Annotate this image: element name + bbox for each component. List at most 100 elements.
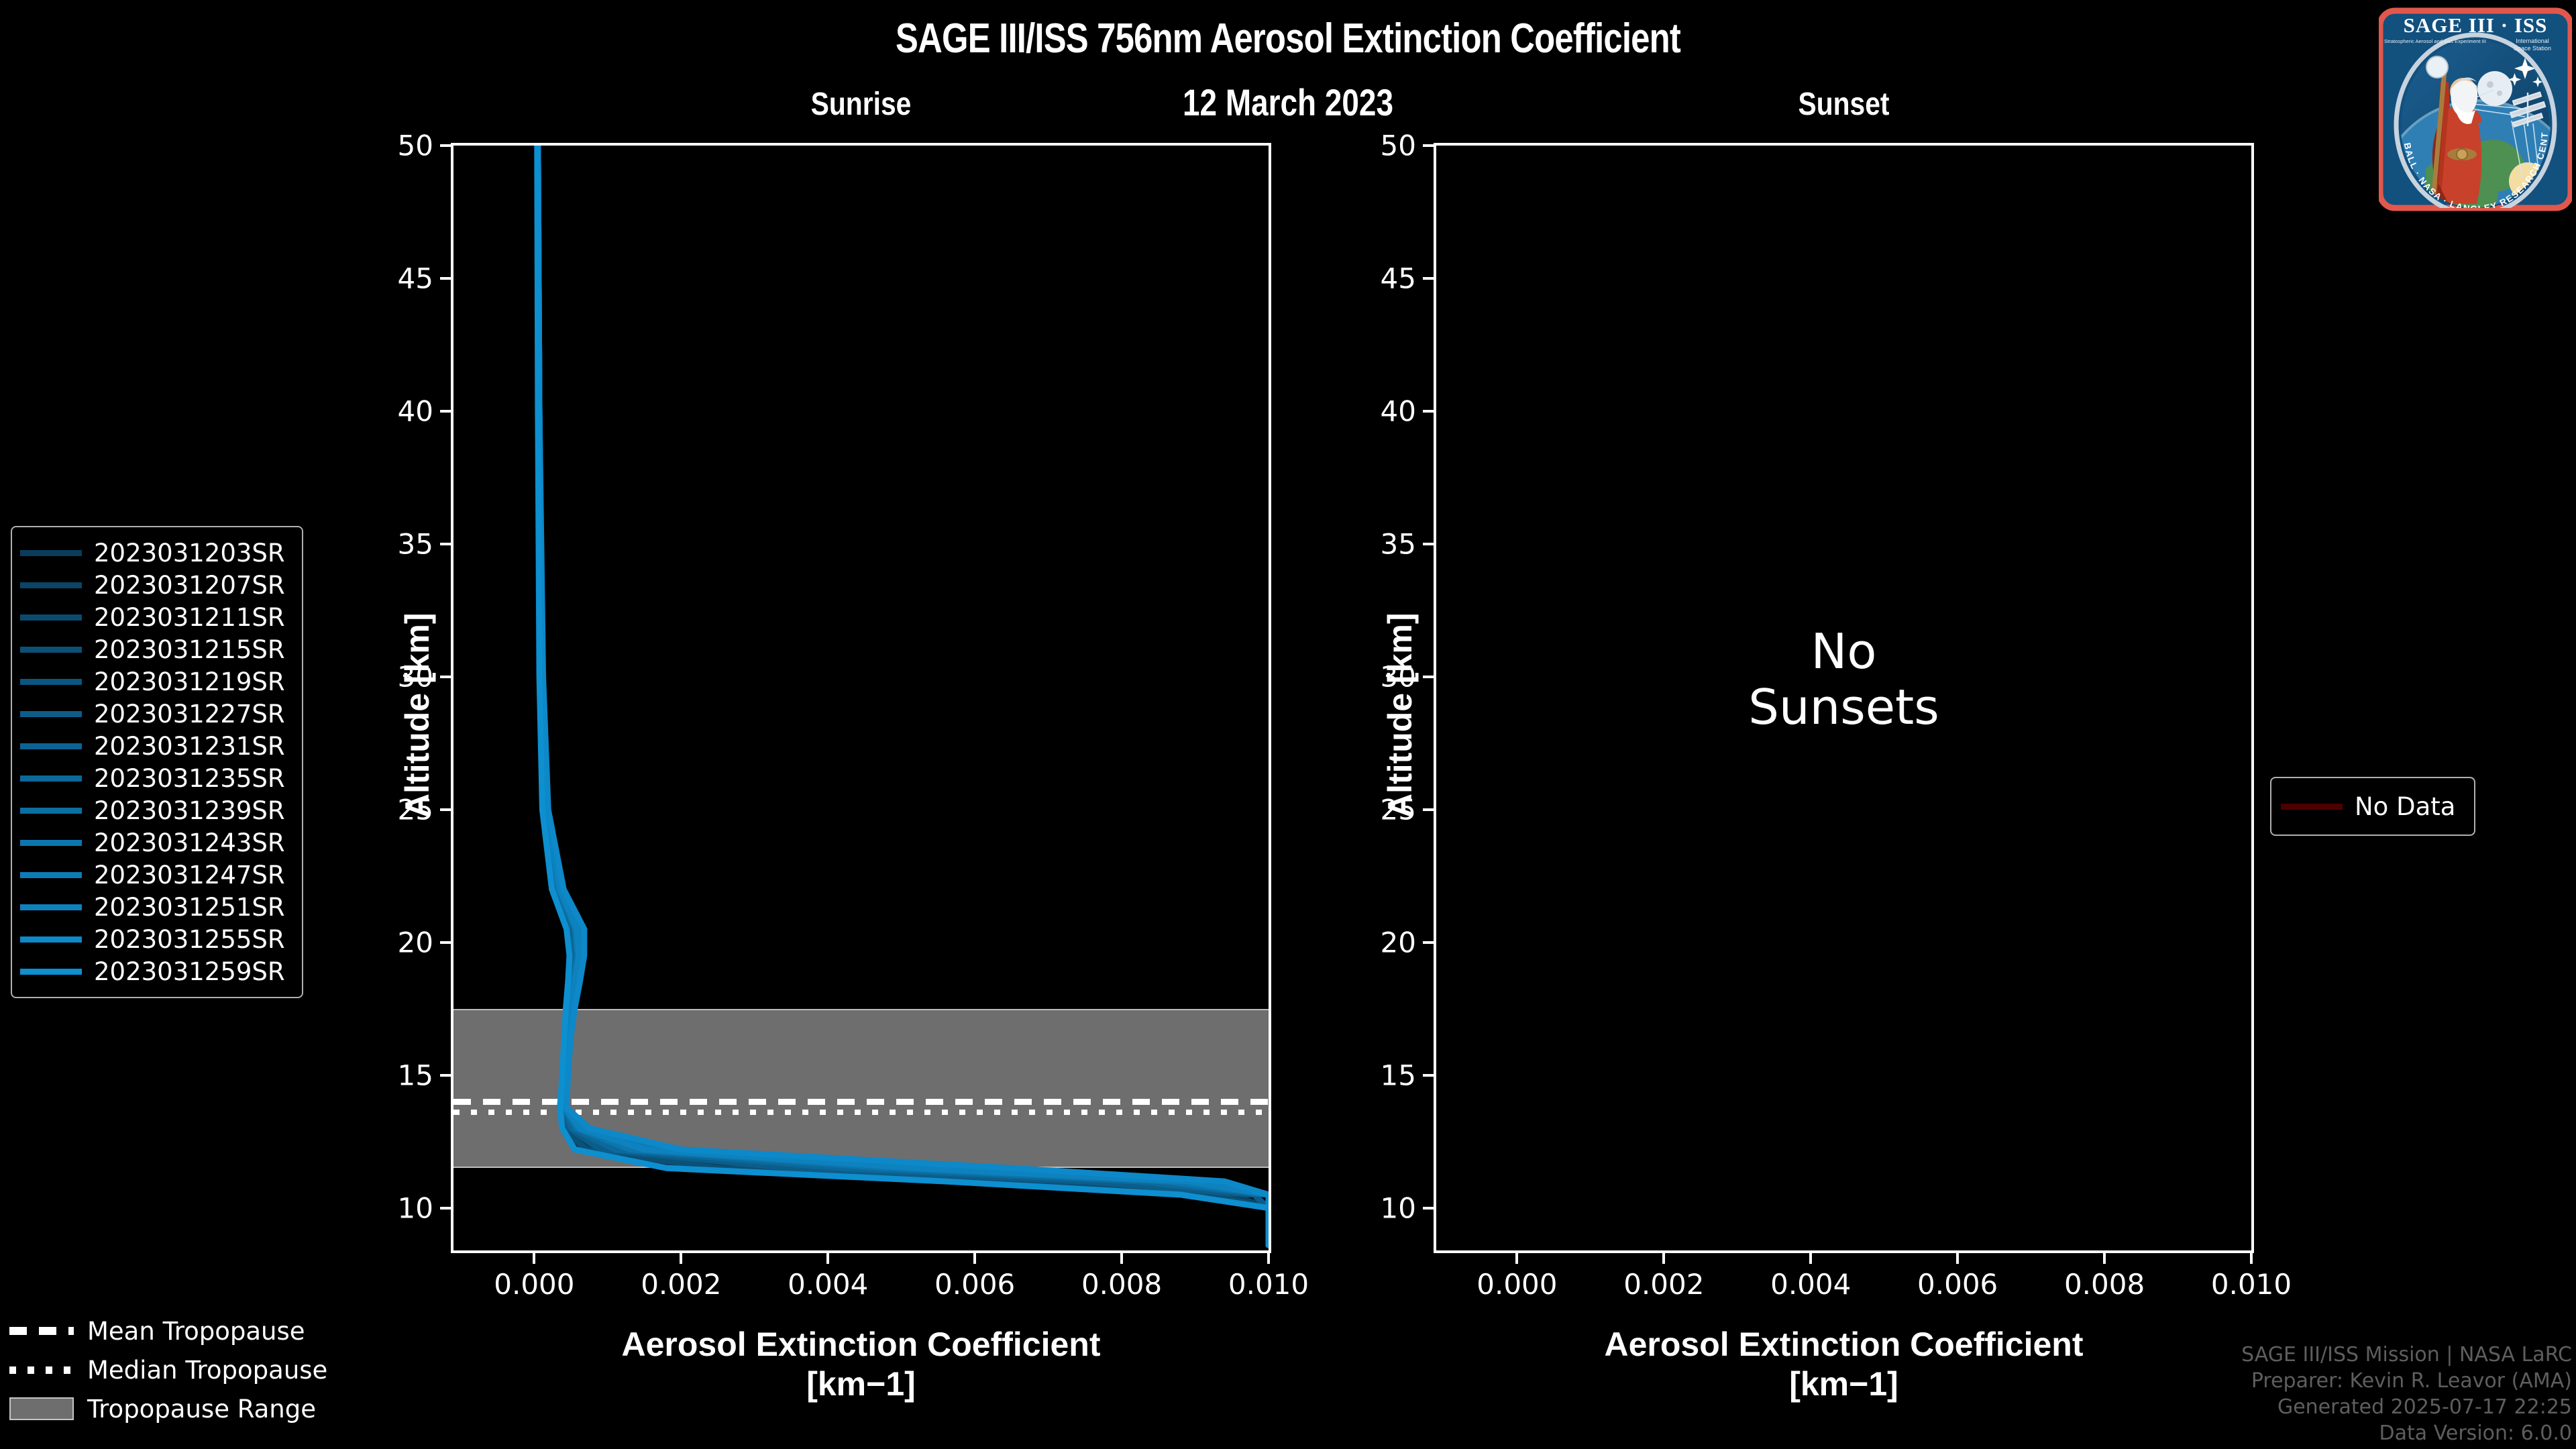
profile-legend-label: 2023031255SR xyxy=(94,924,285,954)
sunset-x-axis-title: Aerosol Extinction Coefficient [km−1] xyxy=(1434,1325,2254,1404)
profile-legend-label: 2023031203SR xyxy=(94,538,285,568)
y-tick-mark xyxy=(1423,542,1434,545)
profile-color-swatch xyxy=(20,743,82,749)
profile-curve xyxy=(535,146,1269,1248)
profile-legend-label: 2023031259SR xyxy=(94,957,285,986)
profile-legend[interactable]: 2023031203SR 2023031207SR 2023031211SR 2023… xyxy=(11,526,303,998)
credits-line-version: Data Version: 6.0.0 xyxy=(2379,1421,2572,1445)
legend-item-profile[interactable]: 2023031203SR xyxy=(20,537,291,569)
legend-item-profile[interactable]: 2023031231SR xyxy=(20,730,291,762)
y-tick-mark xyxy=(1423,675,1434,678)
legend-item-profile[interactable]: 2023031255SR xyxy=(20,923,291,955)
logo-subtitle-left: Stratospheric Aerosol and Gas Experiment… xyxy=(2384,38,2486,44)
profile-legend-label: 2023031227SR xyxy=(94,699,285,729)
profile-legend-label: 2023031211SR xyxy=(94,602,285,632)
y-tick-label: 35 xyxy=(1380,527,1416,561)
no-sunsets-line1: No xyxy=(1811,623,1877,680)
legend-item-tropopause-range: Tropopause Range xyxy=(9,1389,385,1428)
y-tick-label: 10 xyxy=(1380,1191,1416,1225)
median-tropopause-label: Median Tropopause xyxy=(87,1355,328,1385)
sunset-plot-area xyxy=(1434,143,2254,1253)
profile-curve xyxy=(535,146,1269,1248)
profile-color-swatch xyxy=(20,775,82,782)
x-tick-label: 0.010 xyxy=(2210,1268,2292,1301)
mean-tropopause-label: Mean Tropopause xyxy=(87,1316,305,1346)
profile-curve xyxy=(535,146,1269,1248)
x-axis-title-line2-right: [km−1] xyxy=(1789,1365,1898,1403)
profile-legend-label: 2023031219SR xyxy=(94,667,285,696)
no-data-label: No Data xyxy=(2355,792,2456,821)
legend-item-profile[interactable]: 2023031243SR xyxy=(20,826,291,859)
sunrise-x-axis-title: Aerosol Extinction Coefficient [km−1] xyxy=(451,1325,1271,1404)
median-tropopause-icon xyxy=(9,1366,74,1374)
legend-item-no-data[interactable]: No Data xyxy=(2281,790,2465,822)
y-tick-label: 45 xyxy=(397,262,433,295)
legend-item-profile[interactable]: 2023031211SR xyxy=(20,601,291,633)
profile-color-swatch xyxy=(20,936,82,943)
x-tick-mark xyxy=(1662,1253,1666,1264)
legend-item-profile[interactable]: 2023031227SR xyxy=(20,698,291,730)
x-tick-mark xyxy=(2103,1253,2106,1264)
profile-curve xyxy=(535,146,1269,1248)
profile-curve xyxy=(535,146,1269,1248)
legend-item-profile[interactable]: 2023031207SR xyxy=(20,569,291,601)
legend-item-profile[interactable]: 2023031259SR xyxy=(20,955,291,987)
x-tick-mark xyxy=(1120,1253,1124,1264)
sage-iii-iss-logo: BALL · NASA · LANGLEY RESEARCH CENTER · … xyxy=(2379,7,2572,211)
sunrise-y-axis-title: Altitude [km] xyxy=(398,612,436,818)
tropopause-legend: Mean Tropopause Median Tropopause Tropop… xyxy=(9,1311,385,1428)
y-tick-label: 15 xyxy=(397,1059,433,1092)
y-tick-label: 30 xyxy=(397,660,433,694)
y-tick-mark xyxy=(440,144,451,147)
y-tick-mark xyxy=(440,808,451,811)
legend-item-profile[interactable]: 2023031235SR xyxy=(20,762,291,794)
profile-color-swatch xyxy=(20,710,82,717)
mean-tropopause-line xyxy=(453,1099,1269,1106)
profile-color-swatch xyxy=(20,582,82,588)
x-tick-mark xyxy=(2250,1253,2253,1264)
profile-curve xyxy=(535,146,1269,1248)
y-tick-mark xyxy=(1423,1206,1434,1210)
profile-color-swatch xyxy=(20,904,82,910)
x-axis-title-line1-right: Aerosol Extinction Coefficient xyxy=(1604,1326,2084,1363)
profile-color-swatch xyxy=(20,646,82,653)
y-tick-mark xyxy=(440,409,451,413)
profile-color-swatch xyxy=(20,968,82,975)
date-subtitle: 12 March 2023 xyxy=(1182,81,1393,123)
no-sunsets-message: No Sunsets xyxy=(1434,624,2254,735)
y-tick-label: 35 xyxy=(397,527,433,561)
y-tick-label: 40 xyxy=(1380,394,1416,428)
sunrise-panel-label: Sunrise xyxy=(810,87,912,122)
legend-item-profile[interactable]: 2023031251SR xyxy=(20,891,291,923)
legend-item-profile[interactable]: 2023031215SR xyxy=(20,633,291,665)
sunset-panel-label: Sunset xyxy=(1798,87,1890,122)
profile-legend-label: 2023031251SR xyxy=(94,892,285,922)
profile-color-swatch xyxy=(20,871,82,878)
profile-legend-label: 2023031243SR xyxy=(94,828,285,857)
legend-item-profile[interactable]: 2023031219SR xyxy=(20,665,291,698)
legend-item-mean-tropopause: Mean Tropopause xyxy=(9,1311,385,1350)
legend-item-median-tropopause: Median Tropopause xyxy=(9,1350,385,1389)
x-tick-label: 0.008 xyxy=(1081,1268,1163,1301)
tropopause-range-label: Tropopause Range xyxy=(87,1394,317,1424)
no-data-swatch xyxy=(2281,803,2343,810)
profile-legend-label: 2023031215SR xyxy=(94,635,285,664)
y-tick-label: 45 xyxy=(1380,262,1416,295)
legend-item-profile[interactable]: 2023031247SR xyxy=(20,859,291,891)
profile-curve xyxy=(535,146,1269,1248)
x-axis-title-line1: Aerosol Extinction Coefficient xyxy=(621,1326,1101,1363)
y-tick-mark xyxy=(1423,144,1434,147)
y-tick-label: 25 xyxy=(1380,793,1416,826)
page-title: SAGE III/ISS 756nm Aerosol Extinction Co… xyxy=(896,15,1681,62)
x-tick-mark xyxy=(1515,1253,1519,1264)
sunrise-plot-area xyxy=(451,143,1271,1253)
logo-subtitle-right-line2: Space Station xyxy=(2514,45,2551,52)
mean-tropopause-icon xyxy=(9,1327,74,1335)
x-tick-mark xyxy=(973,1253,977,1264)
x-tick-mark xyxy=(1956,1253,1960,1264)
sunrise-profile-curves xyxy=(534,146,1269,1248)
y-tick-mark xyxy=(1423,276,1434,280)
legend-item-profile[interactable]: 2023031239SR xyxy=(20,794,291,826)
x-tick-label: 0.008 xyxy=(2063,1268,2145,1301)
no-data-legend[interactable]: No Data xyxy=(2270,777,2475,836)
